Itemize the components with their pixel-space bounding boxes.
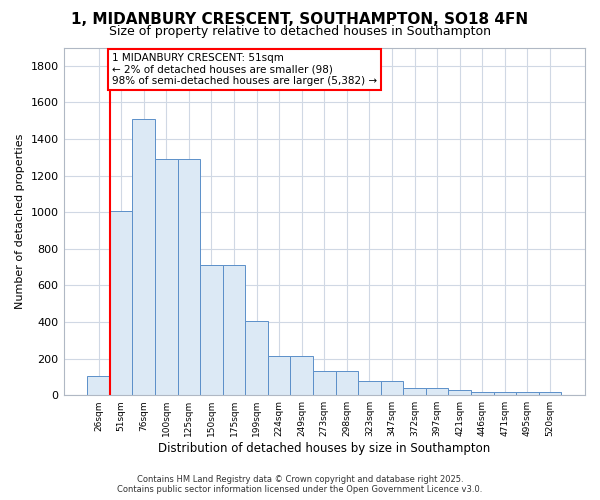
Y-axis label: Number of detached properties: Number of detached properties [15, 134, 25, 309]
Text: Size of property relative to detached houses in Southampton: Size of property relative to detached ho… [109, 25, 491, 38]
Text: 1, MIDANBURY CRESCENT, SOUTHAMPTON, SO18 4FN: 1, MIDANBURY CRESCENT, SOUTHAMPTON, SO18… [71, 12, 529, 28]
Bar [87, 376, 110, 395]
Bar [403, 388, 426, 395]
Bar [516, 392, 539, 395]
Bar [426, 388, 448, 395]
Bar [155, 159, 178, 395]
Bar [290, 356, 313, 395]
Bar [200, 266, 223, 395]
Text: Contains HM Land Registry data © Crown copyright and database right 2025.
Contai: Contains HM Land Registry data © Crown c… [118, 474, 482, 494]
Bar [110, 212, 133, 395]
Bar [245, 321, 268, 395]
Bar [471, 392, 494, 395]
Bar [358, 382, 381, 395]
Bar [313, 370, 335, 395]
Bar [448, 390, 471, 395]
Text: 1 MIDANBURY CRESCENT: 51sqm
← 2% of detached houses are smaller (98)
98% of semi: 1 MIDANBURY CRESCENT: 51sqm ← 2% of deta… [112, 53, 377, 86]
Bar [178, 159, 200, 395]
Bar [494, 392, 516, 395]
Bar [539, 392, 561, 395]
Bar [268, 356, 290, 395]
Bar [335, 370, 358, 395]
Bar [381, 382, 403, 395]
Bar [223, 266, 245, 395]
Bar [133, 119, 155, 395]
X-axis label: Distribution of detached houses by size in Southampton: Distribution of detached houses by size … [158, 442, 490, 455]
